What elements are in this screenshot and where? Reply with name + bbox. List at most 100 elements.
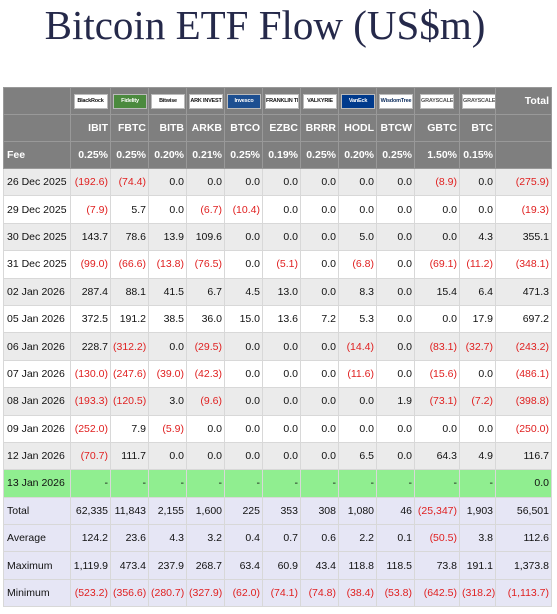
stat-cell: (642.5)	[414, 578, 460, 608]
row-date: 02 Jan 2026	[3, 277, 71, 306]
flow-cell: 0.0	[224, 441, 263, 471]
ticker-header: IBIT	[70, 114, 111, 142]
flow-cell: 0.0	[300, 195, 339, 224]
stat-cell: 353	[262, 496, 301, 526]
table-row: 13 Jan 2026- - - - - - - - - - -0.0	[3, 469, 552, 498]
flow-cell: 0.0	[148, 332, 187, 361]
flow-cell: 0.0	[414, 222, 460, 252]
table-row: 31 Dec 2025 (99.0) (66.6) (13.8) (76.5) 0.0 (5…	[3, 250, 552, 279]
flow-cell: 0.0	[262, 414, 301, 443]
ticker-header: GBTC	[414, 114, 460, 142]
bitwise-logo-icon: Bitwise	[151, 93, 185, 109]
table-row: 30 Dec 2025 143.7 78.6 13.9 109.6 0.0 0.0 0.0 5.…	[3, 222, 552, 252]
flow-cell: 0.0	[300, 414, 339, 443]
flow-cell: 0.0	[224, 387, 263, 416]
flow-cell: (74.4)	[110, 167, 149, 197]
flow-cell: 0.0	[338, 195, 377, 224]
flow-cell: 0.0	[224, 359, 263, 389]
stat-cell: (327.9)	[186, 578, 225, 608]
stat-cell: 1,903	[459, 496, 496, 526]
flow-cell: (247.6)	[110, 359, 149, 389]
stat-row: Average 124.2 23.6 4.3 3.2 0.4 0.7 0.6 2.2 0.1 (50…	[3, 524, 552, 553]
flow-cell: (69.1)	[414, 250, 460, 279]
ticker-header: ARKB	[186, 114, 225, 142]
row-date: 13 Jan 2026	[3, 469, 71, 498]
flow-cell: 0.0	[148, 195, 187, 224]
stat-cell: 124.2	[70, 524, 111, 553]
ticker-header: EZBC	[262, 114, 301, 142]
issuer-logo-cell: Invesco	[224, 87, 263, 115]
flow-cell: 143.7	[70, 222, 111, 252]
flow-cell: (15.6)	[414, 359, 460, 389]
stat-row: Total 62,335 11,843 2,155 1,600 225 353 308 1,08…	[3, 496, 552, 526]
row-date: 07 Jan 2026	[3, 359, 71, 389]
flow-cell: 0.0	[300, 250, 339, 279]
issuer-logo-cell: FRANKLIN TEMPLETON	[262, 87, 301, 115]
flow-cell: 0.0	[300, 387, 339, 416]
flow-cell: (11.2)	[459, 250, 496, 279]
row-date: 12 Jan 2026	[3, 441, 71, 471]
flow-cell: 13.6	[262, 304, 301, 334]
fee-value: 0.20%	[338, 141, 377, 169]
stat-cell: (38.4)	[338, 578, 377, 608]
flow-cell: (130.0)	[70, 359, 111, 389]
flow-cell: 109.6	[186, 222, 225, 252]
stat-label: Minimum	[3, 578, 71, 608]
flow-cell: 15.0	[224, 304, 263, 334]
flow-cell: (14.4)	[338, 332, 377, 361]
ticker-header: BTC	[459, 114, 496, 142]
stat-label: Maximum	[3, 551, 71, 580]
flow-cell: (8.9)	[414, 167, 460, 197]
row-total: (398.8)	[495, 387, 552, 416]
invesco-logo-icon: Invesco	[227, 93, 261, 109]
flow-cell: 41.5	[148, 277, 187, 306]
stat-cell: 63.4	[224, 551, 263, 580]
flow-cell: 0.0	[300, 441, 339, 471]
flow-cell: 78.6	[110, 222, 149, 252]
flow-cell: 64.3	[414, 441, 460, 471]
flow-cell: 0.0	[262, 195, 301, 224]
flow-cell: (66.6)	[110, 250, 149, 279]
stat-total: 112.6	[495, 524, 552, 553]
flow-cell: (192.6)	[70, 167, 111, 197]
flow-cell: 0.0	[262, 222, 301, 252]
ticker-header: FBTC	[110, 114, 149, 142]
flow-cell: 372.5	[70, 304, 111, 334]
issuer-logo-cell: BlackRock	[70, 87, 111, 115]
flow-cell: 0.0	[376, 250, 415, 279]
flow-cell: -	[262, 469, 301, 498]
fee-value: 0.20%	[148, 141, 187, 169]
etf-flow-table: BlackRock Fidelity Bitwise ARK INVEST Invesc…	[3, 87, 552, 608]
row-total: (486.1)	[495, 359, 552, 389]
flow-cell: -	[224, 469, 263, 498]
flow-cell: 0.0	[338, 167, 377, 197]
fee-value: 0.15%	[459, 141, 496, 169]
stat-cell: (53.8)	[376, 578, 415, 608]
table-row: 12 Jan 2026 (70.7) 111.7 0.0 0.0 0.0 0.0 0.0 6.5…	[3, 441, 552, 471]
stat-cell: (523.2)	[70, 578, 111, 608]
flow-cell: (32.7)	[459, 332, 496, 361]
fee-value: 0.21%	[186, 141, 225, 169]
fee-value: 1.50%	[414, 141, 460, 169]
flow-cell: (6.7)	[186, 195, 225, 224]
flow-cell: (9.6)	[186, 387, 225, 416]
flow-cell: 0.0	[376, 195, 415, 224]
table-row: 26 Dec 2025 (192.6) (74.4) 0.0 0.0 0.0 0.0 0.0 0…	[3, 167, 552, 197]
flow-cell: 7.2	[300, 304, 339, 334]
flow-cell: 0.0	[262, 387, 301, 416]
valkyrie-logo-icon: VALKYRIE	[303, 93, 337, 109]
flow-cell: 3.0	[148, 387, 187, 416]
flow-cell: 0.0	[376, 359, 415, 389]
stat-label: Average	[3, 524, 71, 553]
fee-label: Fee	[3, 141, 71, 169]
flow-cell: 0.0	[300, 167, 339, 197]
ticker-header: BTCW	[376, 114, 415, 142]
flow-cell: 228.7	[70, 332, 111, 361]
flow-cell: 0.0	[186, 441, 225, 471]
table-row: 09 Jan 2026 (252.0) 7.9 (5.9) 0.0 0.0 0.0 0.0 0.…	[3, 414, 552, 443]
fee-row: Fee 0.25% 0.25% 0.20% 0.21% 0.25% 0.19% 0.25% 0.…	[3, 141, 552, 169]
row-date: 05 Jan 2026	[3, 304, 71, 334]
flow-cell: -	[110, 469, 149, 498]
fee-value: 0.25%	[70, 141, 111, 169]
row-date: 31 Dec 2025	[3, 250, 71, 279]
